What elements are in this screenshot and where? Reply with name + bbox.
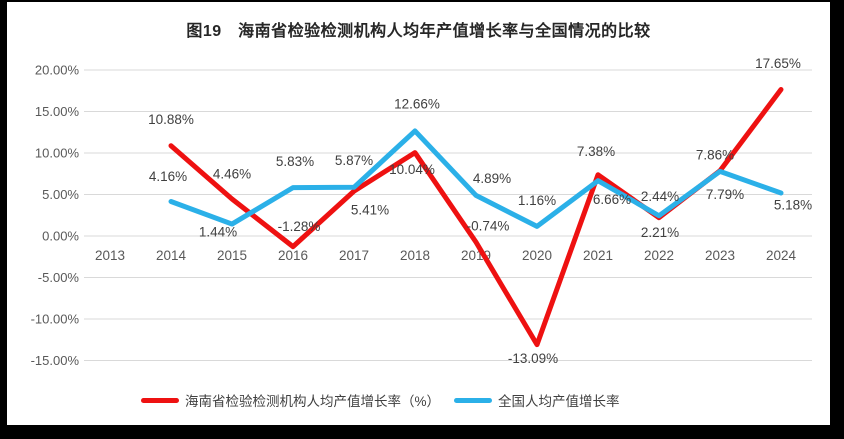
legend-label-hainan: 海南省检验检测机构人均产值增长率（%）	[185, 394, 441, 409]
legend-swatch-hainan	[141, 397, 179, 403]
legend-swatch-national	[454, 397, 493, 403]
legend-item-national: 全国人均产值增长率	[454, 390, 620, 410]
chart-panel: 图19 海南省检验检测机构人均年产值增长率与全国情况的比较 海南省检验检测机构人…	[7, 2, 830, 425]
chart-title: 图19 海南省检验检测机构人均年产值增长率与全国情况的比较	[186, 23, 651, 40]
legend: 海南省检验检测机构人均产值增长率（%） 全国人均产值增长率	[141, 391, 620, 409]
legend-item-hainan: 海南省检验检测机构人均产值增长率（%）	[141, 390, 440, 410]
legend-label-national: 全国人均产值增长率	[498, 394, 620, 409]
